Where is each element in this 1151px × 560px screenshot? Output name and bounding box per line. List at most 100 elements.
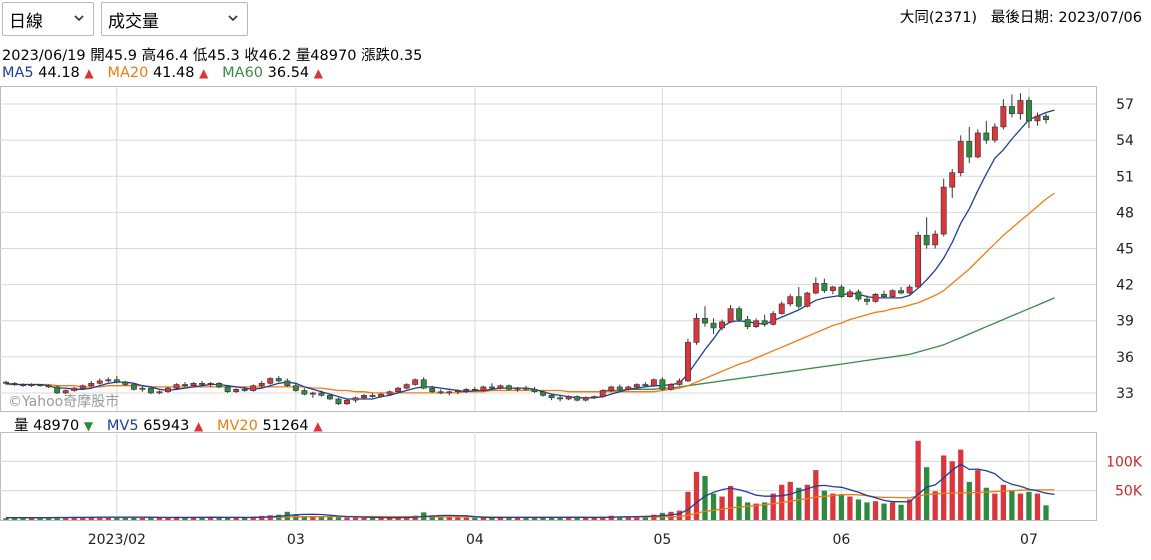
candle-body [173,384,180,389]
candle [685,338,691,383]
volume-bar [804,484,810,520]
candle [770,311,777,326]
volume-bar [131,517,137,520]
volume-bar [574,517,580,520]
candle [974,129,981,159]
candle-body [156,391,163,394]
volume-bar [872,501,879,520]
ma5-line [5,109,1055,400]
candle [207,382,214,387]
candle [667,383,674,391]
volume-bar [156,517,163,520]
candle [693,313,700,345]
volume-bar [327,516,333,520]
volume-bar [301,515,308,520]
candle [3,380,9,385]
candle-body [344,399,350,405]
candle-body [241,389,248,391]
candle [548,394,555,401]
candle [650,378,657,387]
candle-body [96,380,103,384]
ohlc-volume: 量48970 [295,48,357,64]
candle-body [565,396,572,400]
candle-body [574,396,581,401]
volume-bar [625,516,631,520]
candle-body [974,132,981,158]
volume-bar [63,517,69,520]
candle-body [20,384,26,387]
candle-body [190,383,197,387]
candle-body [881,293,887,297]
candle [565,395,572,401]
chevron-down-icon [74,15,84,22]
volume-bar [182,517,188,520]
candle [326,394,333,401]
mv5-value: 65943 [143,418,190,434]
candle [165,386,171,393]
candle [378,392,385,398]
period-select[interactable]: 日線 [2,2,94,36]
volume-bar [45,518,52,520]
candle [625,385,632,391]
indicator-select-value: 成交量 [108,11,159,32]
candle [702,306,708,327]
volume-bar [250,516,256,520]
volume-bar [796,487,802,520]
candle-body [130,384,137,390]
indicator-select[interactable]: 成交量 [101,2,248,36]
candle [463,388,470,393]
volume-bar [139,517,146,520]
candle [335,397,342,405]
ma5-value: 44.18 [38,65,80,81]
candle [719,319,726,331]
candle [523,385,529,391]
candle-body [531,389,538,393]
watermark: ©Yahoo奇摩股市 [8,393,119,410]
vol-arrow: ▼ [83,419,94,433]
candle-body [949,172,956,188]
candle-body [1000,106,1007,128]
volume-bar [114,516,120,520]
volume-bar [1026,491,1032,520]
volume-bar [88,517,94,520]
volume-bar [770,493,776,520]
chevron-down-icon [228,15,238,22]
candle [182,382,188,387]
volume-bar [906,499,913,520]
ma60-line [602,297,1055,392]
candle-body [599,390,606,397]
candle-body [28,384,35,387]
candle [932,230,939,249]
volume-bar [983,487,989,520]
volume-bar [702,476,708,520]
mv5-line [6,463,1055,519]
candle [233,388,240,393]
candle [710,318,717,334]
candle [446,390,453,396]
candle-body [685,342,691,382]
candle-body [326,395,333,400]
candle [275,376,282,383]
candle-body [940,186,947,235]
price-tick-label: 39 [1116,314,1134,330]
price-tick-label: 48 [1116,205,1134,221]
candle [471,386,478,392]
volume-bar [318,517,325,520]
volume-bar [821,490,828,520]
volume-bar [881,503,887,520]
volume-bar [591,517,597,520]
volume-bar [11,518,18,520]
candle [139,385,146,392]
candle-body [361,395,367,399]
candle-body [454,390,461,393]
stock-name: 大同(2371) [899,10,978,26]
candle [284,378,291,387]
candle-body [488,386,495,389]
candle-body [182,384,188,387]
candle [71,386,78,392]
volume-bar [190,517,197,520]
volume-bar [855,499,862,520]
candle-body [838,286,845,297]
candle [147,386,154,395]
